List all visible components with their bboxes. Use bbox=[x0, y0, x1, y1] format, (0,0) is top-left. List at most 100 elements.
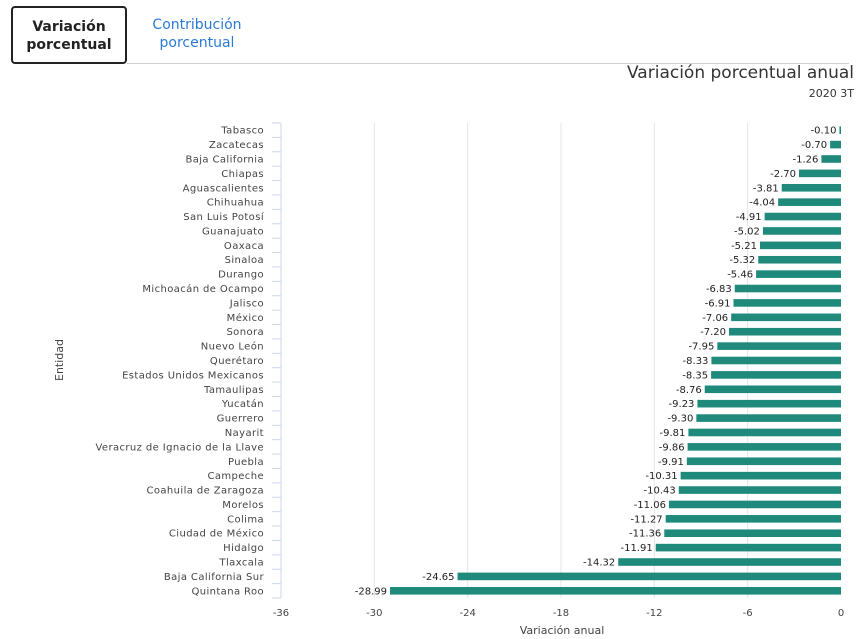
tab-divider bbox=[127, 63, 849, 64]
data-label: -6.91 bbox=[705, 298, 731, 309]
category-label: México bbox=[227, 312, 264, 324]
data-label: -3.81 bbox=[753, 183, 779, 194]
bar[interactable] bbox=[697, 399, 841, 408]
data-label: -11.36 bbox=[629, 529, 661, 540]
data-label: -10.43 bbox=[644, 486, 676, 497]
bar[interactable] bbox=[778, 198, 841, 206]
bar[interactable] bbox=[390, 587, 841, 595]
data-label: -11.27 bbox=[630, 514, 662, 525]
data-label: -8.33 bbox=[683, 356, 709, 367]
data-label: -9.91 bbox=[658, 457, 684, 468]
bar[interactable] bbox=[731, 313, 841, 322]
bar[interactable] bbox=[680, 471, 841, 480]
bar[interactable] bbox=[704, 385, 841, 394]
data-label: -1.26 bbox=[793, 154, 819, 165]
data-label: -8.35 bbox=[682, 370, 708, 381]
data-label: -4.04 bbox=[749, 198, 775, 209]
bar[interactable] bbox=[717, 342, 841, 350]
data-label: -7.06 bbox=[702, 313, 728, 324]
data-label: -5.46 bbox=[727, 270, 753, 281]
bar[interactable] bbox=[686, 457, 841, 466]
data-label: -9.81 bbox=[660, 428, 686, 439]
bar[interactable] bbox=[668, 500, 841, 509]
bar[interactable] bbox=[821, 155, 841, 163]
category-label: Puebla bbox=[228, 457, 264, 468]
bar[interactable] bbox=[678, 486, 841, 494]
category-label: Ciudad de México bbox=[169, 528, 264, 540]
category-label: Nayarit bbox=[225, 428, 264, 439]
data-label: -6.83 bbox=[706, 284, 732, 295]
tab-contribucion-porcentual-label: Contribución porcentual bbox=[152, 17, 242, 51]
category-label: Baja California bbox=[185, 154, 264, 165]
bar[interactable] bbox=[729, 327, 841, 336]
x-tick-label: -18 bbox=[553, 608, 569, 619]
bar[interactable] bbox=[799, 169, 841, 178]
bar[interactable] bbox=[687, 443, 841, 451]
bar[interactable] bbox=[618, 558, 841, 566]
x-tick-label: -30 bbox=[366, 608, 382, 619]
bar[interactable] bbox=[733, 299, 841, 307]
bar[interactable] bbox=[839, 126, 841, 134]
x-tick-label: -36 bbox=[273, 608, 289, 619]
category-label: San Luis Potosí bbox=[183, 211, 265, 223]
bar[interactable] bbox=[711, 356, 841, 365]
category-label: Durango bbox=[218, 270, 264, 281]
category-label: Zacatecas bbox=[209, 140, 264, 151]
bar[interactable] bbox=[711, 371, 841, 379]
bar[interactable] bbox=[665, 515, 841, 523]
category-label: Campeche bbox=[207, 471, 264, 482]
category-label: Nuevo León bbox=[201, 341, 264, 353]
category-label: Sonora bbox=[226, 327, 264, 338]
data-label: -28.99 bbox=[355, 586, 387, 597]
category-label: Morelos bbox=[222, 500, 264, 511]
y-axis-label: Entidad bbox=[53, 339, 66, 381]
bar[interactable] bbox=[655, 543, 841, 552]
bar[interactable] bbox=[764, 212, 841, 221]
category-label: Yucatán bbox=[221, 398, 264, 410]
category-label: Quintana Roo bbox=[191, 586, 264, 597]
data-label: -5.32 bbox=[729, 255, 755, 266]
bar[interactable] bbox=[696, 414, 841, 422]
category-label: Guanajuato bbox=[202, 226, 264, 237]
data-label: -5.21 bbox=[731, 241, 757, 252]
data-label: -11.91 bbox=[620, 543, 652, 554]
value-labels: -0.10 -0.70 -1.26 -2.70 -3.81 -4.04 -4.91 -5.02… bbox=[355, 126, 837, 598]
bar[interactable] bbox=[830, 140, 841, 149]
category-label: Chihuahua bbox=[207, 198, 264, 209]
category-label: Baja California Sur bbox=[164, 572, 265, 583]
bar[interactable] bbox=[734, 284, 841, 293]
data-label: -14.32 bbox=[583, 558, 615, 569]
bar[interactable] bbox=[762, 227, 841, 235]
data-label: -0.10 bbox=[811, 126, 837, 137]
data-label: -7.20 bbox=[700, 327, 726, 338]
bar[interactable] bbox=[756, 270, 841, 278]
x-axis-label: Variación anual bbox=[520, 624, 605, 637]
tab-contribucion-porcentual[interactable]: Contribución porcentual bbox=[142, 6, 252, 64]
bar[interactable] bbox=[781, 183, 841, 192]
data-label: -5.02 bbox=[734, 226, 760, 237]
data-label: -10.31 bbox=[645, 471, 677, 482]
category-label: Aguascalientes bbox=[183, 183, 264, 194]
bar[interactable] bbox=[664, 529, 841, 538]
category-label: Querétaro bbox=[210, 355, 264, 367]
bar[interactable] bbox=[457, 572, 841, 581]
bar[interactable] bbox=[758, 255, 841, 264]
bar[interactable] bbox=[759, 241, 841, 250]
data-label: -8.76 bbox=[676, 385, 702, 396]
chart-title: Variación porcentual anual bbox=[627, 63, 854, 83]
data-label: -4.91 bbox=[736, 212, 762, 223]
tab-variacion-porcentual[interactable]: Variación porcentual bbox=[11, 6, 127, 64]
x-tick-labels: -36 -30 -24 -18 -12 -6 0 bbox=[273, 608, 844, 619]
x-tick-label: -6 bbox=[743, 608, 753, 619]
data-label: -24.65 bbox=[422, 572, 454, 583]
category-label: Colima bbox=[227, 514, 264, 525]
data-label: -9.30 bbox=[667, 414, 693, 425]
data-label: -9.86 bbox=[659, 442, 685, 453]
category-label: Sinaloa bbox=[225, 255, 264, 266]
category-label: Tamaulipas bbox=[203, 385, 264, 396]
bar[interactable] bbox=[688, 428, 841, 437]
category-label: Jalisco bbox=[229, 298, 264, 309]
category-label: Coahuila de Zaragoza bbox=[146, 486, 264, 497]
category-label: Tlaxcala bbox=[219, 558, 265, 569]
category-label: Michoacán de Ocampo bbox=[142, 283, 264, 295]
